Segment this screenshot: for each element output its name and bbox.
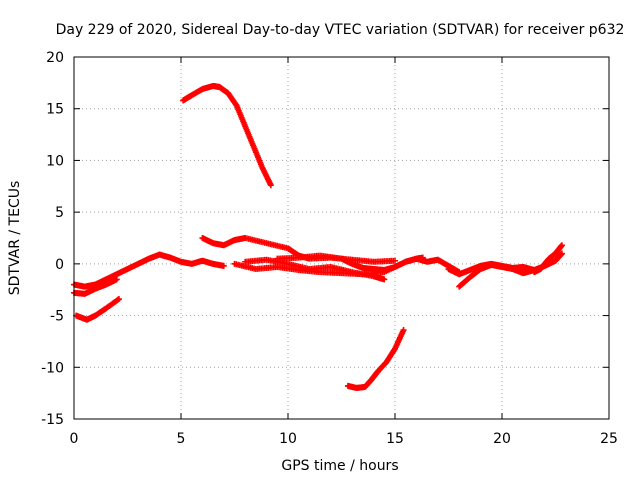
- series-track-11: [531, 242, 565, 276]
- grid-lines: [74, 57, 609, 419]
- x-tick-label: 15: [386, 431, 404, 447]
- series-track-8: [274, 252, 426, 274]
- x-tick-label: 10: [279, 431, 297, 447]
- y-tick-label: -15: [41, 412, 64, 428]
- plot-frame: [73, 56, 610, 420]
- y-tick-label: 10: [46, 153, 64, 169]
- x-tick-label: 20: [493, 431, 511, 447]
- y-tick-label: 20: [46, 50, 64, 66]
- x-axis-label: GPS time / hours: [281, 458, 398, 474]
- plot-area: [71, 82, 565, 391]
- x-tick-label: 25: [600, 431, 618, 447]
- series-track-2: [71, 276, 120, 297]
- series-track-4: [180, 82, 274, 189]
- tick-labels: 0 5 10 15 20 25 -15 -10 -5 0 5 10 15 20: [41, 50, 618, 447]
- chart-title: Day 229 of 2020, Sidereal Day-to-day VTE…: [56, 22, 625, 38]
- x-tick-label: 5: [177, 431, 186, 447]
- data-point: [113, 276, 120, 283]
- data-point: [392, 257, 398, 264]
- series-track-1: [71, 251, 227, 290]
- data-point: [558, 242, 565, 249]
- y-tick-label: 5: [55, 205, 64, 221]
- data-point: [267, 182, 274, 189]
- data-point: [220, 262, 227, 269]
- series-track-7: [242, 256, 388, 283]
- series-track-12: [344, 327, 407, 391]
- y-tick-label: 0: [55, 257, 64, 273]
- data-point: [115, 296, 122, 303]
- y-tick-label: -5: [50, 309, 64, 325]
- data-point: [419, 254, 426, 261]
- data-point: [381, 276, 388, 283]
- y-tick-label: -10: [41, 360, 64, 376]
- y-axis-label: SDTVAR / TECUs: [7, 181, 23, 296]
- x-tick-label: 0: [70, 431, 79, 447]
- data-point: [558, 250, 565, 257]
- y-tick-label: 15: [46, 102, 64, 118]
- data-point: [400, 327, 407, 334]
- series-track-3: [73, 296, 122, 323]
